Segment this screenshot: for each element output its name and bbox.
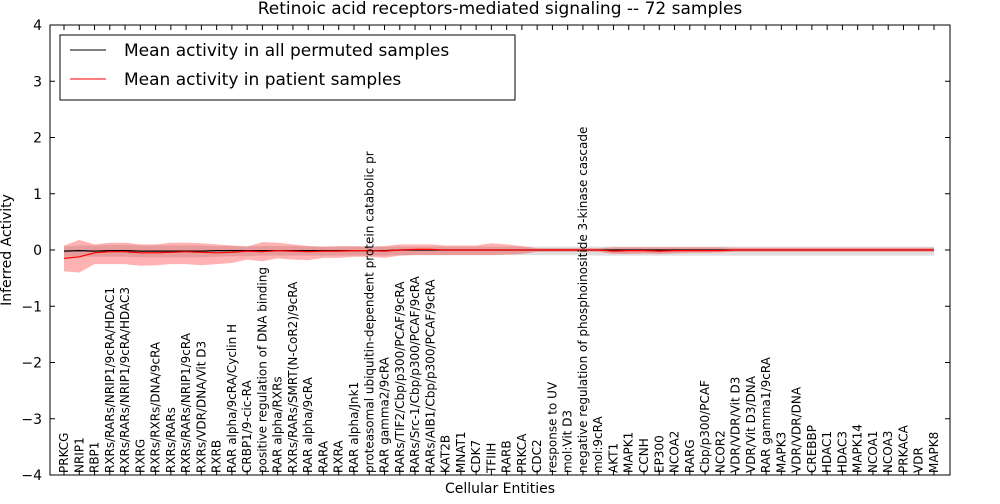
x-tick-label: CREBBP [805,425,819,473]
y-tick-label: −4 [21,468,42,484]
x-tick-label: RAR gamma2/9cRA [378,356,392,473]
x-tick-label: RXRs/RXRs/DNA/9cRA [149,341,163,473]
y-tick-label: −2 [21,356,42,372]
x-tick-label: VDR/Vit D3/DNA [744,375,758,473]
confidence-bands [64,239,934,273]
legend-box [59,34,516,101]
x-tick-label: RAR alpha/Jnk1 [347,382,361,473]
x-tick-label: HDAC1 [820,431,834,473]
x-tick-label: proteasomal ubiquitin-dependent protein … [362,151,376,473]
x-tick-label: CDK7 [469,440,483,473]
legend: Mean activity in all permuted samples Me… [59,34,516,101]
x-tick-label: RXRs/RARs/NRIP1/9cRA/HDAC3 [118,287,132,473]
y-axis-label: Inferred Activity [0,194,15,306]
x-axis-label: Cellular Entities [445,481,555,497]
legend-label-patient: Mean activity in patient samples [124,70,401,90]
x-tick-label: MAPK3 [774,432,788,473]
x-tick-label: RXRB [210,440,224,473]
x-tick-label: CDC2 [530,439,544,473]
line-patient [63,248,934,259]
x-tick-label: RARA [316,440,330,473]
x-tick-label: RXRG [133,439,147,473]
x-tick-label: MNAT1 [454,431,468,473]
x-tick-label: RXRs/RARs/NRIP1/9cRA/HDAC1 [103,287,117,473]
x-tick-label: RARs/TIF2/Cbp/p300/PCAF/9cRA [393,281,407,473]
band-permuted [64,244,934,258]
x-tick-label: PRKCG [57,433,71,473]
x-tick-label: RARs/Src-1/Cbp/p300/PCAF/9cRA [408,275,422,473]
x-tick-label: RAR alpha/9cRA/Cyclin H [225,324,239,473]
x-tick-label: RXRs/RARs/NRIP1/9cRA [179,332,193,473]
y-tick-label: 0 [33,243,42,259]
x-tick-label: response to UV [545,381,559,473]
legend-label-permuted: Mean activity in all permuted samples [124,41,449,61]
y-tick-label: −3 [21,412,42,428]
x-tick-label: AKT1 [606,443,620,473]
y-tick-label: −1 [21,299,42,315]
y-tick-label: 3 [33,74,42,90]
x-tick-label: RAR alpha/RXRs [271,376,285,473]
x-tick-label: RAR gamma1/9cRA [759,356,773,473]
x-tick-label: RARs/AIB1/Cbp/p300/PCAF/9cRA [423,279,437,473]
x-tick-label: NCOR2 [713,430,727,473]
x-tick-label: KAT2B [439,435,453,473]
x-tick-label: negative regulation of phosphoinositide … [576,127,590,473]
x-tick-label: PRKCA [515,433,529,473]
x-tick-label: CRBP1/9-cic-RA [240,379,254,473]
x-tick-label: VDR/VDR/DNA [790,386,804,473]
x-tick-label: CCNH [637,438,651,473]
y-tick-label: 4 [33,18,42,34]
y-tick-label: 2 [33,131,42,147]
x-tick-label: TFIIH [484,443,498,474]
x-tick-label: HDAC3 [835,431,849,473]
x-tick-label: RAR alpha/9cRA [301,376,315,473]
band-patient [64,239,934,273]
plot-frame [49,24,951,476]
x-axis-ticks: PRKCG NRIP1 RBP1 RXRs/RARs/NRIP1/9cRA/HDAC1… [57,25,941,475]
x-tick-label: RXRA [332,440,346,473]
x-tick-label: RARG [683,439,697,473]
x-tick-label: EP300 [652,435,666,473]
x-tick-label: NCOA2 [668,431,682,473]
x-tick-label: RXRs/RARs [164,407,178,473]
x-tick-label: Cbp/p300/PCAF [698,380,712,473]
x-tick-label: MAPK1 [622,432,636,473]
x-tick-label: MAPK14 [851,424,865,473]
x-tick-label: NCOA1 [866,431,880,473]
x-tick-label: VDR/VDR/Vit D3 [729,377,743,473]
x-tick-label: PRKACA [896,424,910,473]
x-tick-label: NCOA3 [881,431,895,473]
x-tick-label: RXRs/RARs/SMRT(N-CoR2)/9cRA [286,281,300,473]
x-tick-label: RXRs/VDR/DNA/Vit D3 [194,341,208,473]
x-tick-label: NRIP1 [72,437,86,473]
x-tick-label: RARB [500,440,514,473]
x-tick-label: mol:9cRA [591,416,605,473]
chart-title: Retinoic acid receptors-mediated signali… [258,0,743,19]
x-tick-label: positive regulation of DNA binding [255,267,269,473]
x-tick-label: MAPK8 [927,432,941,473]
series-lines [63,248,934,259]
x-tick-label: RBP1 [88,442,102,473]
y-tick-label: 1 [33,187,42,203]
x-tick-label: VDR [912,447,926,473]
x-tick-label: mol:Vit D3 [561,410,575,473]
